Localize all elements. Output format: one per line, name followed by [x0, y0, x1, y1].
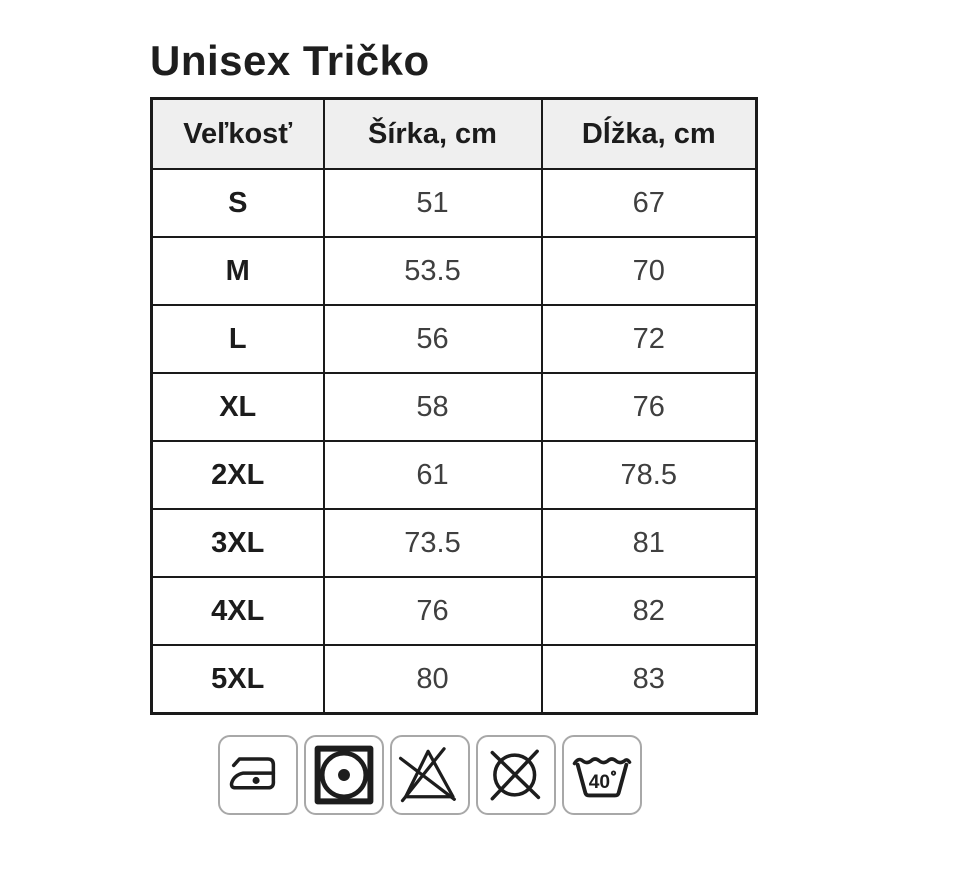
table-row: XL 58 76	[150, 372, 758, 442]
size-cell: 3XL	[150, 508, 325, 578]
length-cell: 82	[540, 576, 758, 646]
length-cell: 83	[540, 644, 758, 715]
tumble-dry-low-icon	[304, 735, 384, 815]
width-cell: 80	[322, 644, 543, 715]
length-cell: 72	[540, 304, 758, 374]
width-cell: 58	[322, 372, 543, 442]
width-cell: 61	[322, 440, 543, 510]
page-title: Unisex Tričko	[150, 37, 430, 84]
column-header-width: Šírka, cm	[322, 97, 543, 170]
size-cell: XL	[150, 372, 325, 442]
table-header-row: Veľkosť Šírka, cm Dĺžka, cm	[150, 97, 758, 170]
wash-temp-label: 40	[589, 772, 610, 793]
width-cell: 51	[322, 168, 543, 238]
length-cell: 70	[540, 236, 758, 306]
width-cell: 56	[322, 304, 543, 374]
column-header-length: Dĺžka, cm	[540, 97, 758, 170]
table-row: S 51 67	[150, 168, 758, 238]
width-cell: 53.5	[322, 236, 543, 306]
size-cell: 4XL	[150, 576, 325, 646]
size-cell: L	[150, 304, 325, 374]
table-row: L 56 72	[150, 304, 758, 374]
iron-low-icon	[218, 735, 298, 815]
width-cell: 76	[322, 576, 543, 646]
length-cell: 81	[540, 508, 758, 578]
size-table: Veľkosť Šírka, cm Dĺžka, cm S 51 67 M 53.5 70…	[150, 97, 758, 715]
table-row: 4XL 76 82	[150, 576, 758, 646]
length-cell: 67	[540, 168, 758, 238]
table-row: 3XL 73.5 81	[150, 508, 758, 578]
table-row: M 53.5 70	[150, 236, 758, 306]
do-not-dry-clean-icon	[476, 735, 556, 815]
column-header-size: Veľkosť	[150, 97, 325, 170]
size-cell: 2XL	[150, 440, 325, 510]
size-cell: S	[150, 168, 325, 238]
table-row: 2XL 61 78.5	[150, 440, 758, 510]
size-cell: M	[150, 236, 325, 306]
length-cell: 76	[540, 372, 758, 442]
width-cell: 73.5	[322, 508, 543, 578]
table-row: 5XL 80 83	[150, 644, 758, 715]
size-cell: 5XL	[150, 644, 325, 715]
length-cell: 78.5	[540, 440, 758, 510]
care-symbols-row: 40	[218, 735, 642, 815]
do-not-bleach-icon	[390, 735, 470, 815]
wash-40-icon: 40	[562, 735, 642, 815]
